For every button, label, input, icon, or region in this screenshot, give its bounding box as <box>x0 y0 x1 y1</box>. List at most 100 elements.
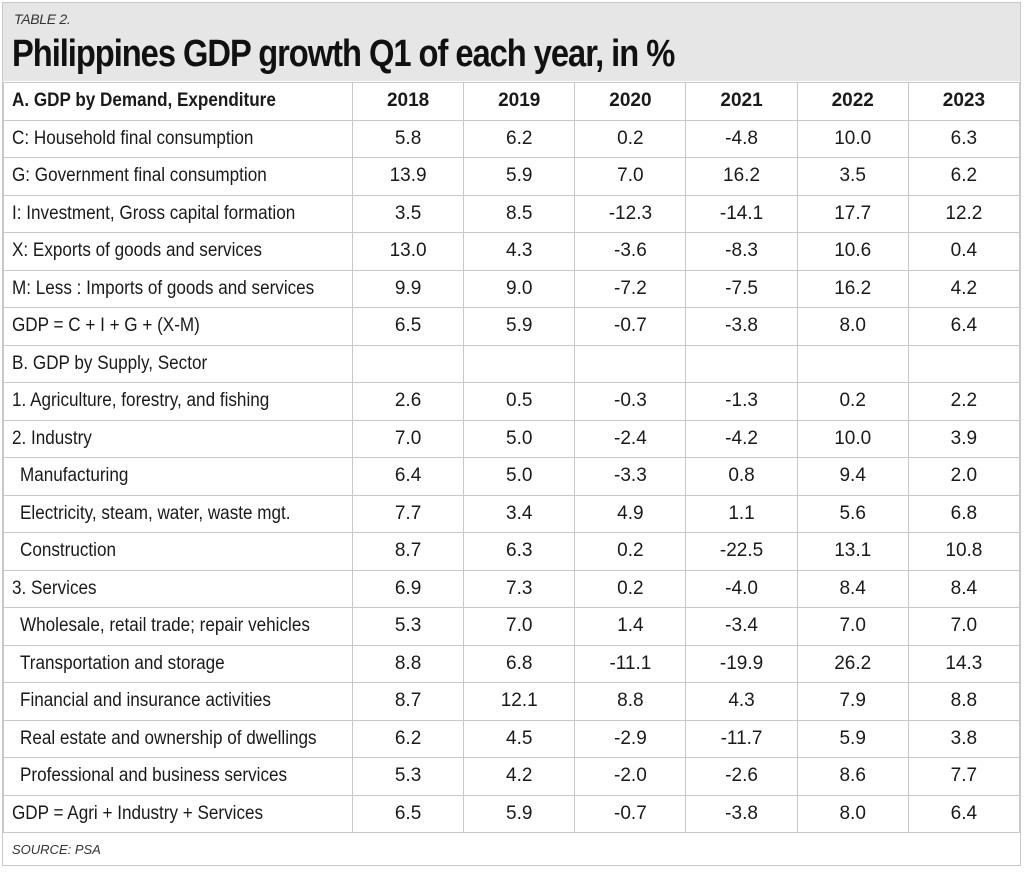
table-row: Transportation and storage 8.8 6.8 -11.1 -19… <box>3 644 1021 683</box>
value-cell <box>351 344 465 383</box>
value-cell: -2.0 <box>574 757 687 796</box>
value-cell: 6.5 <box>351 307 465 346</box>
table-row: GDP = Agri + Industry + Services 6.5 5.9 -0… <box>3 794 1021 833</box>
year-header: 2018 <box>351 82 465 121</box>
row-label: GDP = Agri + Industry + Services <box>3 794 353 833</box>
row-label: Wholesale, retail trade; repair vehicles <box>3 607 353 646</box>
value-cell: -1.3 <box>685 382 798 421</box>
table-row: 3. Services 6.9 7.3 0.2 -4.0 8.4 8.4 <box>3 569 1021 608</box>
value-cell: 7.7 <box>351 494 465 533</box>
table-row: M: Less : Imports of goods and services 9… <box>3 269 1021 308</box>
source-note: SOURCE: PSA <box>3 832 1020 866</box>
value-cell: -22.5 <box>685 532 798 571</box>
row-label: B. GDP by Supply, Sector <box>3 344 353 383</box>
value-cell: 12.2 <box>907 194 1021 233</box>
header-label: A. GDP by Demand, Expenditure <box>3 82 353 121</box>
value-cell: 10.0 <box>796 419 909 458</box>
year-header: 2022 <box>796 82 909 121</box>
year-header: 2023 <box>907 82 1021 121</box>
value-cell: 13.0 <box>351 232 465 271</box>
value-cell: 7.0 <box>796 607 909 646</box>
row-label: G: Government final consumption <box>3 157 353 196</box>
value-cell: 3.9 <box>907 419 1021 458</box>
value-cell: 6.9 <box>351 569 465 608</box>
value-cell: 10.6 <box>796 232 909 271</box>
value-cell: 7.0 <box>463 607 576 646</box>
value-cell: 10.0 <box>796 119 909 158</box>
value-cell: 5.6 <box>796 494 909 533</box>
value-cell <box>796 344 909 383</box>
value-cell: 9.4 <box>796 457 909 496</box>
row-label: GDP = C + I + G + (X-M) <box>3 307 353 346</box>
table-row: C: Household final consumption 5.8 6.2 0.2-… <box>3 119 1021 158</box>
value-cell: -3.8 <box>685 794 798 833</box>
value-cell: 8.4 <box>796 569 909 608</box>
value-cell: 14.3 <box>907 644 1021 683</box>
row-label: X: Exports of goods and services <box>3 232 353 271</box>
table-row: X: Exports of goods and services 13.0 4.3-… <box>3 232 1021 271</box>
value-cell: -11.7 <box>685 719 798 758</box>
row-label: 3. Services <box>3 569 353 608</box>
value-cell: -0.7 <box>574 307 687 346</box>
value-cell: 4.2 <box>463 757 576 796</box>
table-row: G: Government final consumption 13.9 5.9 7.… <box>3 157 1021 196</box>
value-cell: -8.3 <box>685 232 798 271</box>
row-label: I: Investment, Gross capital formation <box>3 194 353 233</box>
row-label: 2. Industry <box>3 419 353 458</box>
table-row: Electricity, steam, water, waste mgt. 7.7… <box>3 494 1021 533</box>
value-cell: 13.1 <box>796 532 909 571</box>
value-cell: -4.2 <box>685 419 798 458</box>
value-cell: 2.0 <box>907 457 1021 496</box>
value-cell: 5.0 <box>463 457 576 496</box>
value-cell: 3.4 <box>463 494 576 533</box>
year-header: 2021 <box>685 82 798 121</box>
value-cell: 8.4 <box>907 569 1021 608</box>
value-cell: -4.0 <box>685 569 798 608</box>
value-cell: 6.8 <box>907 494 1021 533</box>
value-cell: 8.7 <box>351 682 465 721</box>
value-cell: 7.0 <box>351 419 465 458</box>
source-text: SOURCE: PSA <box>12 842 101 857</box>
value-cell <box>574 344 687 383</box>
value-cell: -3.8 <box>685 307 798 346</box>
value-cell: 0.2 <box>796 382 909 421</box>
row-label: Real estate and ownership of dwellings <box>3 719 353 758</box>
value-cell: 8.7 <box>351 532 465 571</box>
value-cell: 8.6 <box>796 757 909 796</box>
table-row: B. GDP by Supply, Sector <box>3 344 1021 383</box>
value-cell: 1.4 <box>574 607 687 646</box>
value-cell: -14.1 <box>685 194 798 233</box>
row-label: M: Less : Imports of goods and services <box>3 269 353 308</box>
value-cell: 5.9 <box>796 719 909 758</box>
value-cell: 8.8 <box>351 644 465 683</box>
table-row: GDP = C + I + G + (X-M) 6.5 5.9 -0.7 -3.8 8.0… <box>3 307 1021 346</box>
value-cell: 6.3 <box>463 532 576 571</box>
value-cell: 9.0 <box>463 269 576 308</box>
value-cell: 7.0 <box>907 607 1021 646</box>
value-cell: 8.5 <box>463 194 576 233</box>
year-header: 2020 <box>574 82 687 121</box>
value-cell: 3.5 <box>351 194 465 233</box>
table-title: Philippines GDP growth Q1 of each year, … <box>12 33 675 75</box>
row-label: Electricity, steam, water, waste mgt. <box>3 494 353 533</box>
header-row: A. GDP by Demand, Expenditure 2018 2019 … <box>3 82 1021 121</box>
value-cell: -0.3 <box>574 382 687 421</box>
value-cell: 6.4 <box>907 307 1021 346</box>
value-cell: -0.7 <box>574 794 687 833</box>
value-cell: 4.9 <box>574 494 687 533</box>
value-cell: 12.1 <box>463 682 576 721</box>
value-cell: 1.1 <box>685 494 798 533</box>
value-cell: 6.2 <box>351 719 465 758</box>
value-cell: -7.5 <box>685 269 798 308</box>
year-header: 2019 <box>463 82 576 121</box>
value-cell: 8.8 <box>907 682 1021 721</box>
value-cell: -3.4 <box>685 607 798 646</box>
value-cell: 9.9 <box>351 269 465 308</box>
value-cell: 5.3 <box>351 607 465 646</box>
title-area: TABLE 2. Philippines GDP growth Q1 of ea… <box>3 3 1020 81</box>
value-cell: 4.2 <box>907 269 1021 308</box>
value-cell: 4.5 <box>463 719 576 758</box>
value-cell: 5.9 <box>463 157 576 196</box>
row-label: C: Household final consumption <box>3 119 353 158</box>
